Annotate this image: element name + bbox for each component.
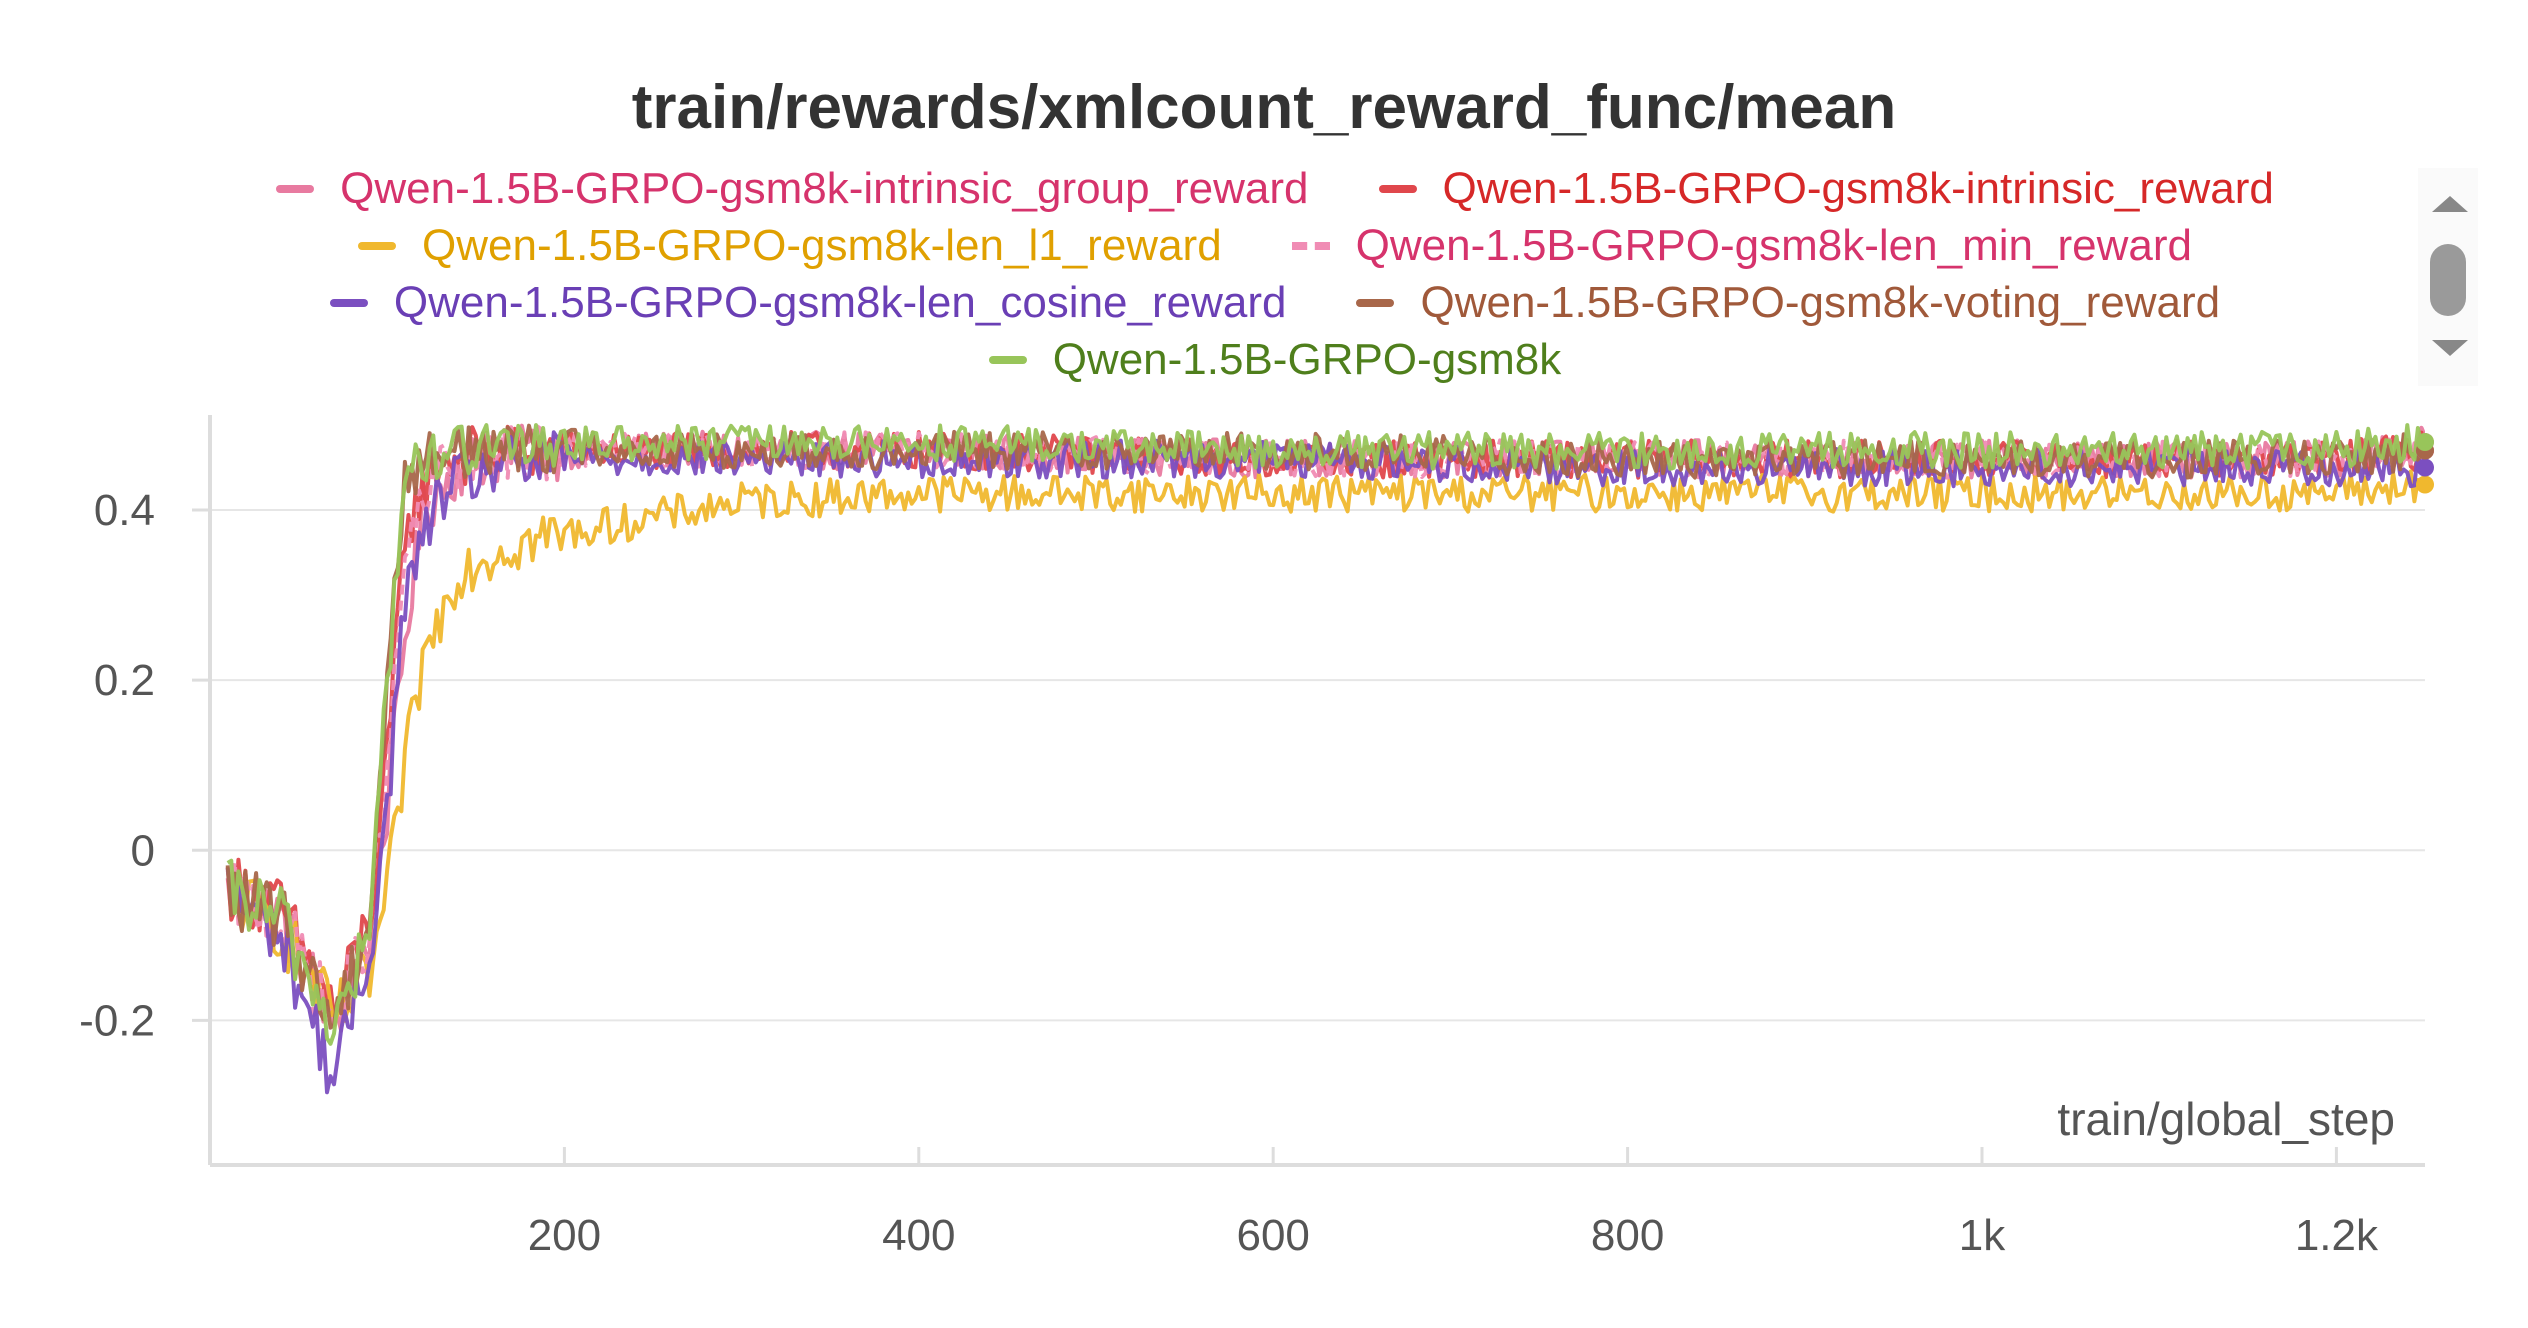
scroll-down-icon[interactable] <box>2432 340 2468 356</box>
series-line <box>225 423 2425 1027</box>
legend-item[interactable]: Qwen-1.5B-GRPO-gsm8k-len_min_reward <box>1291 220 2192 271</box>
series-end-marker <box>2416 433 2434 452</box>
x-tick-label: 600 <box>1236 1211 1309 1260</box>
series-line <box>226 423 2425 1046</box>
legend-row: Qwen-1.5B-GRPO-gsm8k-len_cosine_reward Qw… <box>150 274 2400 331</box>
legend-item[interactable]: Qwen-1.5B-GRPO-gsm8k-voting_reward <box>1356 278 2220 328</box>
legend-row: Qwen-1.5B-GRPO-gsm8k <box>150 331 2400 388</box>
legend-row: Qwen-1.5B-GRPO-gsm8k-intrinsic_group_rew… <box>150 160 2400 217</box>
y-tick-label: 0 <box>131 826 155 875</box>
legend-row: Qwen-1.5B-GRPO-gsm8k-len_l1_reward Qwen-1… <box>150 217 2400 274</box>
legend-label: Qwen-1.5B-GRPO-gsm8k <box>1052 334 1562 384</box>
series-line <box>225 423 2425 1030</box>
series-end-marker <box>2416 458 2434 477</box>
legend-label: Qwen-1.5B-GRPO-gsm8k-len_cosine_reward <box>393 277 1287 327</box>
y-tick-label: 0.4 <box>94 486 155 535</box>
legend: Qwen-1.5B-GRPO-gsm8k-intrinsic_group_rew… <box>150 160 2400 388</box>
series-line <box>227 469 2425 1027</box>
x-axis-title: train/global_step <box>2057 1093 2395 1145</box>
legend-swatch <box>276 184 315 193</box>
legend-swatch <box>988 355 1027 364</box>
x-tick-label: 800 <box>1591 1211 1664 1260</box>
legend-item[interactable]: Qwen-1.5B-GRPO-gsm8k-intrinsic_group_rew… <box>276 163 1309 214</box>
x-tick-label: 200 <box>528 1211 601 1260</box>
y-tick-label: 0.2 <box>94 656 155 705</box>
legend-item[interactable]: Qwen-1.5B-GRPO-gsm8k-len_l1_reward <box>358 221 1222 271</box>
series-line <box>225 423 2425 1033</box>
legend-item[interactable]: Qwen-1.5B-GRPO-gsm8k-len_cosine_reward <box>329 277 1287 328</box>
legend-label: Qwen-1.5B-GRPO-gsm8k-len_l1_reward <box>422 220 1222 270</box>
legend-swatch <box>1356 298 1395 307</box>
legend-swatch <box>329 298 368 307</box>
legend-label: Qwen-1.5B-GRPO-gsm8k-intrinsic_group_rew… <box>340 163 1309 213</box>
scroll-thumb[interactable] <box>2430 244 2466 316</box>
series-line <box>225 424 2425 1018</box>
scroll-up-icon[interactable] <box>2432 196 2468 212</box>
x-tick-label: 1k <box>1959 1211 2006 1260</box>
legend-label: Qwen-1.5B-GRPO-gsm8k-intrinsic_reward <box>1442 163 2274 213</box>
legend-scrollbar[interactable] <box>2418 168 2478 386</box>
legend-item[interactable]: Qwen-1.5B-GRPO-gsm8k-intrinsic_reward <box>1378 163 2274 214</box>
legend-item[interactable]: Qwen-1.5B-GRPO-gsm8k <box>988 334 1562 385</box>
y-tick-label: -0.2 <box>79 996 155 1045</box>
legend-swatch <box>1378 184 1417 193</box>
chart-title: train/rewards/xmlcount_reward_func/mean <box>631 73 1897 142</box>
legend-label: Qwen-1.5B-GRPO-gsm8k-len_min_reward <box>1355 220 2192 270</box>
x-tick-label: 1.2k <box>2295 1211 2379 1260</box>
x-tick-label: 400 <box>882 1211 955 1260</box>
legend-label: Qwen-1.5B-GRPO-gsm8k-voting_reward <box>1420 277 2221 327</box>
series-end-marker <box>2416 475 2434 494</box>
legend-swatch <box>358 241 397 250</box>
legend-swatch <box>1291 241 1330 250</box>
